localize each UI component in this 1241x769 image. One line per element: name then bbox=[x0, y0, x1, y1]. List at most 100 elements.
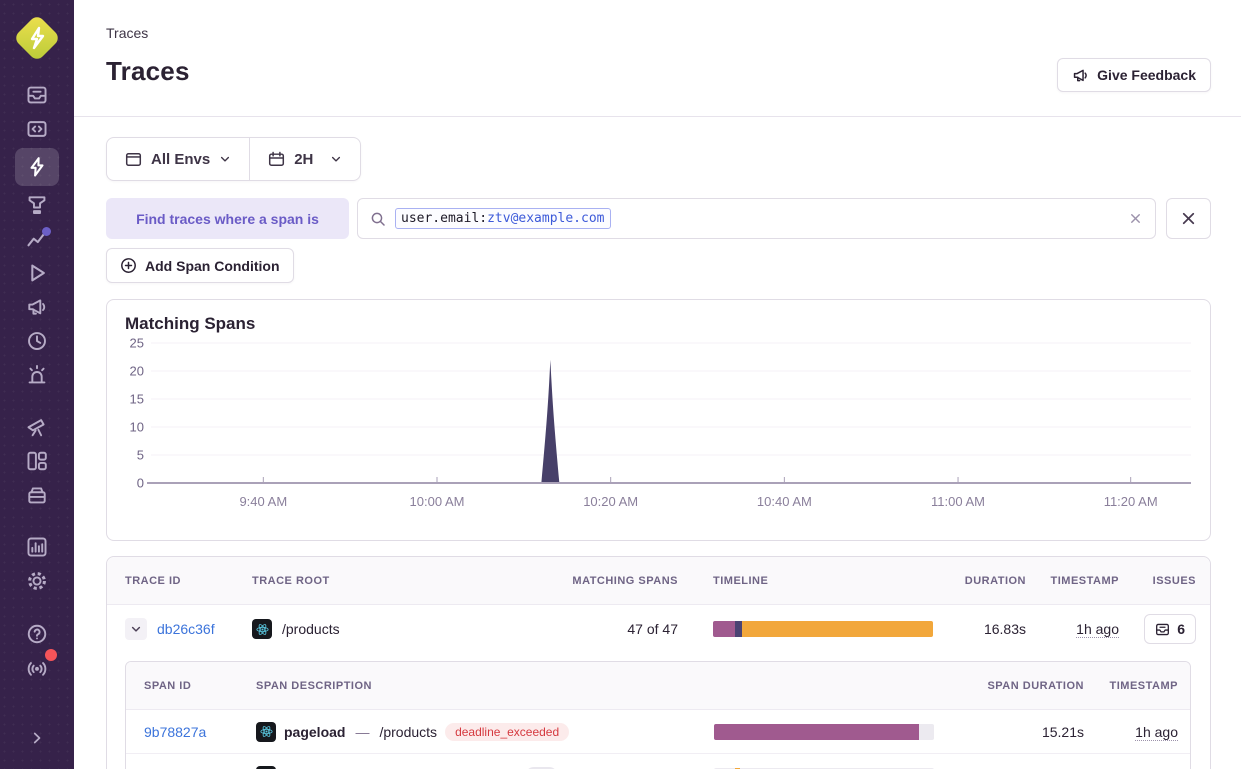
trace-issues-button[interactable]: 6 bbox=[1144, 614, 1196, 644]
page-header: Traces Traces Give Feedback bbox=[74, 0, 1241, 117]
span-row: 9b78827a pageload — /products deadline_e… bbox=[126, 710, 1190, 754]
col-matching-spans: Matching Spans bbox=[572, 574, 678, 587]
trace-root-label: /products bbox=[282, 621, 340, 637]
broadcast-icon bbox=[27, 662, 47, 676]
main-content: All Envs 2H Find traces where a span is bbox=[74, 117, 1241, 769]
remove-condition-button[interactable] bbox=[1166, 198, 1211, 239]
trace-timeline-bar[interactable] bbox=[713, 621, 933, 637]
span-search-input[interactable]: user.email: ztv@example.com bbox=[357, 198, 1156, 239]
sidebar-item-profiling[interactable] bbox=[15, 188, 59, 222]
time-range-filter[interactable]: 2H bbox=[250, 138, 360, 180]
col-trace-id: Trace ID bbox=[125, 574, 181, 587]
sidebar-item-releases[interactable] bbox=[15, 478, 59, 512]
give-feedback-label: Give Feedback bbox=[1097, 67, 1196, 83]
bar-chart-icon bbox=[27, 537, 47, 557]
megaphone-icon bbox=[28, 299, 46, 315]
span-duration-bar bbox=[735, 767, 740, 769]
col-timestamp: Timestamp bbox=[1050, 574, 1119, 587]
search-clear-icon[interactable] bbox=[1128, 211, 1143, 226]
collapse-trace-button[interactable] bbox=[125, 618, 147, 640]
chart-title: Matching Spans bbox=[125, 314, 256, 333]
span-duration-bar bbox=[714, 723, 919, 740]
span-op: pageload bbox=[284, 723, 346, 740]
svg-text:11:00 AM: 11:00 AM bbox=[931, 494, 985, 509]
sidebar bbox=[0, 0, 74, 769]
svg-text:9:40 AM: 9:40 AM bbox=[239, 494, 287, 509]
span-id-link[interactable]: 9b78827a bbox=[144, 723, 207, 740]
sidebar-item-metrics[interactable] bbox=[15, 222, 59, 256]
page-title: Traces bbox=[106, 56, 190, 86]
sidebar-item-discover[interactable] bbox=[15, 410, 59, 444]
sidebar-collapse-button[interactable] bbox=[15, 721, 59, 755]
search-token-value: ztv@example.com bbox=[487, 211, 605, 226]
sidebar-item-traces[interactable] bbox=[15, 148, 59, 186]
megaphone-icon bbox=[1073, 69, 1088, 81]
trace-duration: 16.83s bbox=[983, 621, 1026, 637]
svg-text:25: 25 bbox=[130, 336, 144, 351]
spans-table: Span ID Span Description Span Duration T… bbox=[125, 661, 1191, 769]
code-folder-icon bbox=[27, 121, 47, 137]
span-status-badge: deadline_exceeded bbox=[445, 722, 570, 741]
react-project-icon bbox=[252, 619, 272, 639]
close-icon bbox=[1182, 212, 1195, 225]
sidebar-bottom bbox=[15, 617, 59, 755]
help-icon bbox=[27, 624, 47, 644]
sentry-logo[interactable] bbox=[12, 13, 62, 63]
col-span-description: Span Description bbox=[256, 679, 372, 692]
span-description: /products bbox=[379, 723, 438, 740]
sidebar-item-alerts[interactable] bbox=[15, 358, 59, 392]
span-timeline-bar[interactable] bbox=[714, 767, 934, 769]
trace-row: db26c36f /products 47 of 47 16.83s 1h ag… bbox=[107, 605, 1210, 653]
sidebar-item-projects[interactable] bbox=[15, 112, 59, 146]
sidebar-item-crons[interactable] bbox=[15, 324, 59, 358]
breadcrumb[interactable]: Traces bbox=[106, 25, 149, 41]
inbox-icon bbox=[27, 86, 47, 104]
svg-text:10:20 AM: 10:20 AM bbox=[583, 494, 638, 509]
svg-text:15: 15 bbox=[130, 392, 144, 407]
add-span-condition-label: Add Span Condition bbox=[145, 257, 280, 274]
sidebar-nav bbox=[15, 78, 59, 598]
timeline-segment bbox=[713, 621, 735, 637]
span-duration: 2.00ms bbox=[1038, 768, 1084, 769]
window-icon bbox=[125, 152, 142, 166]
search-token[interactable]: user.email: ztv@example.com bbox=[395, 208, 611, 229]
span-separator: — bbox=[355, 723, 370, 740]
chevron-down-icon bbox=[131, 626, 141, 632]
span-id-link[interactable]: b7a7e441 bbox=[144, 768, 206, 769]
trace-id-link[interactable]: db26c36f bbox=[157, 621, 215, 637]
give-feedback-button[interactable]: Give Feedback bbox=[1057, 58, 1211, 92]
span-condition-chip: Find traces where a span is bbox=[106, 198, 349, 239]
filter-divider bbox=[249, 138, 251, 180]
search-icon bbox=[371, 212, 385, 226]
span-timeline-bar[interactable] bbox=[714, 723, 934, 740]
timeline-segment bbox=[735, 621, 742, 637]
timeline-segment bbox=[742, 621, 933, 637]
sidebar-item-dashboards[interactable] bbox=[15, 444, 59, 478]
sidebar-item-stats[interactable] bbox=[15, 530, 59, 564]
time-range-label: 2H bbox=[294, 150, 314, 168]
lightning-bolt-icon bbox=[30, 26, 45, 50]
gear-icon bbox=[28, 572, 46, 590]
svg-text:10: 10 bbox=[130, 420, 144, 435]
environment-filter[interactable]: All Envs bbox=[107, 138, 249, 180]
add-span-condition-button[interactable]: Add Span Condition bbox=[106, 248, 294, 283]
svg-text:5: 5 bbox=[137, 448, 144, 463]
sidebar-item-help[interactable] bbox=[15, 617, 59, 651]
col-span-id: Span ID bbox=[144, 679, 192, 692]
sidebar-item-replays[interactable] bbox=[15, 256, 59, 290]
clock-icon bbox=[28, 332, 46, 350]
react-project-icon bbox=[256, 721, 276, 742]
archive-icon bbox=[28, 487, 46, 504]
chevron-down-icon bbox=[332, 156, 341, 162]
col-timeline: Timeline bbox=[713, 574, 769, 587]
chevron-down-icon bbox=[221, 156, 230, 162]
search-token-key: user.email: bbox=[401, 211, 488, 226]
sidebar-item-feedback[interactable] bbox=[15, 290, 59, 324]
filter-bar: All Envs 2H bbox=[106, 137, 362, 181]
sidebar-item-issues[interactable] bbox=[15, 78, 59, 112]
sidebar-item-settings[interactable] bbox=[15, 564, 59, 598]
svg-text:0: 0 bbox=[137, 476, 144, 491]
span-separator: — bbox=[364, 768, 382, 769]
sidebar-item-whats-new[interactable] bbox=[15, 649, 59, 685]
span-duration: 15.21s bbox=[1041, 723, 1084, 740]
